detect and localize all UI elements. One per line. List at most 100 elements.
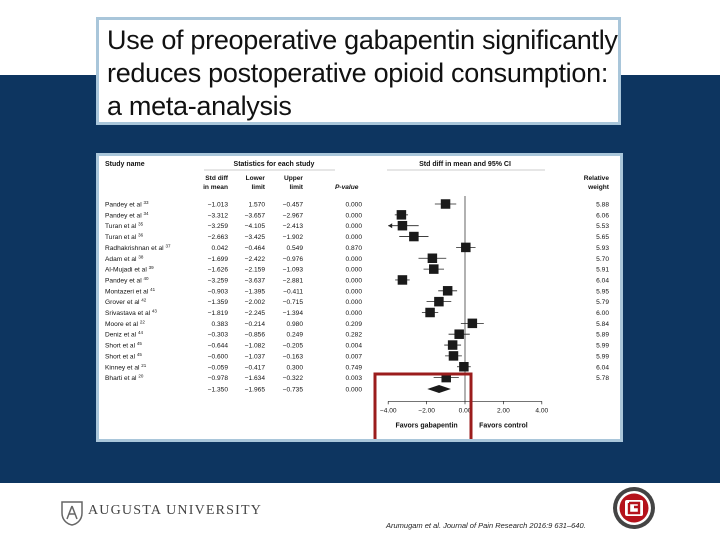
study-lower-limit: −1.082	[245, 343, 266, 350]
study-name: Montazeri et al 41	[105, 287, 156, 296]
study-upper-limit: −0.715	[283, 299, 304, 306]
favors-control-label: Favors control	[479, 422, 528, 429]
study-relative-weight: 5.99	[596, 353, 609, 360]
study-p-value: 0.000	[345, 299, 362, 306]
study-relative-weight: 5.88	[596, 202, 609, 209]
study-std-diff: −1.013	[208, 202, 229, 209]
study-relative-weight: 6.04	[596, 364, 609, 371]
study-p-value: 0.870	[345, 245, 362, 252]
study-point	[467, 318, 478, 329]
study-point	[447, 340, 458, 350]
study-upper-limit: −0.976	[283, 256, 304, 263]
study-std-diff: −1.359	[208, 299, 229, 306]
study-point	[409, 231, 419, 242]
study-upper-limit: −0.322	[283, 375, 304, 382]
slide-title: Use of preoperative gabapentin significa…	[107, 25, 618, 121]
study-p-value: 0.007	[345, 353, 362, 360]
pooled-diamond	[427, 384, 451, 393]
study-point	[396, 210, 407, 220]
highlight-box	[373, 372, 473, 439]
header-upper-limit-line1: Upper	[284, 175, 303, 182]
study-lower-limit: −0.214	[245, 321, 266, 328]
study-p-value: 0.000	[345, 234, 362, 241]
study-relative-weight: 5.99	[596, 343, 609, 350]
study-p-value: 0.282	[345, 332, 362, 339]
study-lower-limit: −3.657	[245, 212, 266, 219]
forest-plot: Study name Statistics for each study Std d…	[96, 153, 623, 442]
study-upper-limit: −2.413	[283, 223, 304, 230]
study-std-diff: −0.303	[208, 332, 229, 339]
study-lower-limit: −0.464	[245, 245, 266, 252]
study-relative-weight: 6.06	[596, 212, 609, 219]
study-p-value: 0.003	[345, 375, 362, 382]
study-point	[425, 307, 435, 318]
study-name: Adam et al 38	[105, 254, 144, 263]
study-upper-limit: −0.163	[283, 353, 304, 360]
study-lower-limit: −2.159	[245, 267, 266, 274]
study-lower-limit: −0.856	[245, 332, 266, 339]
study-lower-limit: −3.425	[245, 234, 266, 241]
study-point	[454, 329, 464, 339]
pooled-std-diff: −1.350	[208, 386, 229, 393]
header-lower-limit-line1: Lower	[246, 175, 266, 182]
study-point	[434, 296, 444, 307]
study-relative-weight: 5.65	[596, 234, 609, 241]
header-relative-weight-line1: Relative	[584, 175, 610, 182]
study-p-value: 0.000	[345, 256, 362, 263]
study-point	[448, 351, 459, 361]
study-relative-weight: 5.93	[596, 245, 609, 252]
study-relative-weight: 6.04	[596, 277, 609, 284]
study-relative-weight: 6.00	[596, 310, 609, 317]
study-std-diff: 0.383	[211, 321, 228, 328]
study-relative-weight: 5.70	[596, 256, 609, 263]
study-std-diff: −3.259	[208, 223, 229, 230]
study-name: Pandey et al 40	[105, 276, 149, 285]
study-upper-limit: −1.902	[283, 234, 304, 241]
study-name: Pandey et al 33	[105, 200, 149, 209]
study-relative-weight: 5.53	[596, 223, 609, 230]
study-std-diff: −0.978	[208, 375, 229, 382]
study-p-value: 0.000	[345, 202, 362, 209]
study-ci-arrow	[388, 223, 393, 229]
study-point	[429, 264, 439, 274]
study-point	[441, 372, 451, 383]
university-name: AUGUSTA UNIVERSITY	[88, 503, 263, 518]
study-lower-limit: −3.637	[245, 277, 266, 284]
study-std-diff: −2.663	[208, 234, 229, 241]
study-lower-limit: −1.395	[245, 288, 266, 295]
study-lower-limit: 1.570	[248, 202, 265, 209]
study-upper-limit: −1.394	[283, 310, 304, 317]
study-upper-limit: −0.205	[283, 343, 304, 350]
study-upper-limit: −0.411	[283, 288, 303, 295]
study-std-diff: −0.903	[208, 288, 229, 295]
study-upper-limit: 0.300	[286, 364, 303, 371]
x-tick-label: 2.00	[497, 407, 510, 414]
study-name: Srivastava et al 43	[105, 309, 157, 318]
study-relative-weight: 5.91	[596, 267, 609, 274]
study-lower-limit: −2.002	[245, 299, 266, 306]
slide-footer	[0, 483, 720, 540]
study-point	[461, 242, 471, 253]
x-tick-label: −2.00	[418, 407, 435, 414]
study-p-value: 0.004	[345, 343, 362, 350]
title-box: Use of preoperative gabapentin significa…	[96, 17, 621, 125]
study-point	[397, 220, 408, 231]
study-upper-limit: −2.881	[283, 277, 304, 284]
study-name: Grover et al 42	[105, 298, 147, 307]
header-study: Study name	[105, 161, 145, 168]
study-name: Deniz et al 44	[105, 330, 144, 339]
study-point	[440, 199, 451, 209]
study-std-diff: −1.699	[208, 256, 229, 263]
study-p-value: 0.209	[345, 321, 362, 328]
header-lower-limit-line2: limit	[251, 184, 265, 191]
study-relative-weight: 5.79	[596, 299, 609, 306]
study-std-diff: −1.819	[208, 310, 229, 317]
header-upper-limit-line2: limit	[289, 184, 303, 191]
header-plot-group: Std diff in mean and 95% CI	[419, 161, 511, 168]
study-lower-limit: −2.245	[245, 310, 266, 317]
study-p-value: 0.000	[345, 310, 362, 317]
study-name: Pandey et al 34	[105, 211, 149, 220]
study-upper-limit: −1.093	[283, 267, 304, 274]
study-upper-limit: 0.549	[286, 245, 303, 252]
study-relative-weight: 5.95	[596, 288, 609, 295]
